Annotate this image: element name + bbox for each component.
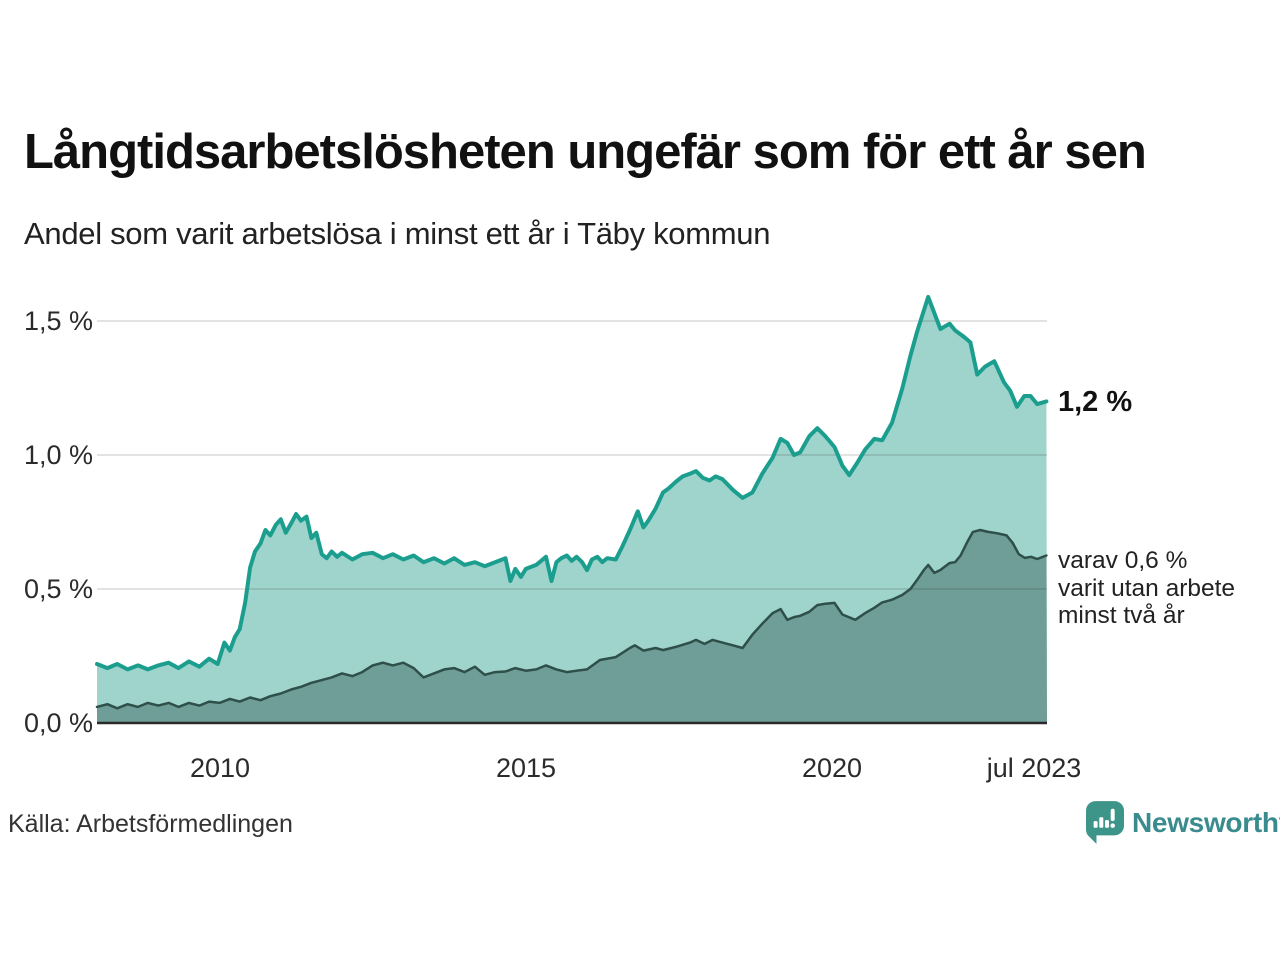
x-axis-label-2010: 2010: [189, 753, 251, 783]
y-axis-label-1-0: 1,0 %: [24, 440, 94, 470]
two-year-series-label: varav 0,6 % varit utan arbete minst två …: [1058, 547, 1235, 630]
newsworthy-bubble-barchart-icon: [1086, 801, 1124, 844]
latest-value-label: 1,2 %: [1058, 386, 1133, 418]
series-line-0: [95, 294, 1049, 672]
x-axis-label-2020: 2020: [801, 753, 863, 783]
two-year-label-line1: varav 0,6 %: [1058, 547, 1188, 574]
y-axis-label-0-5: 0,5 %: [24, 574, 94, 604]
source-label: Källa: Arbetsförmedlingen: [8, 810, 293, 838]
x-axis-label-2015: 2015: [495, 753, 557, 783]
series-area-0: [97, 296, 1047, 723]
two-year-label-line2: varit utan arbete: [1058, 574, 1236, 602]
newsworthy-logo: Newsworthy: [1086, 801, 1280, 844]
y-axis-label-1-5: 1,5 %: [24, 306, 94, 336]
y-axis-label-0-0: 0,0 %: [24, 708, 94, 738]
two-year-label-line3: minst två år: [1058, 602, 1185, 629]
page-title: Långtidsarbetslösheten ungefär som för e…: [24, 125, 1147, 179]
series-line-1: [95, 528, 1048, 710]
series-area-1: [97, 530, 1047, 723]
newsworthy-wordmark: Newsworthy: [1132, 806, 1280, 838]
x-axis-label-jul-2023: jul 2023: [986, 753, 1082, 783]
page-subtitle: Andel som varit arbetslösa i minst ett å…: [24, 216, 771, 251]
